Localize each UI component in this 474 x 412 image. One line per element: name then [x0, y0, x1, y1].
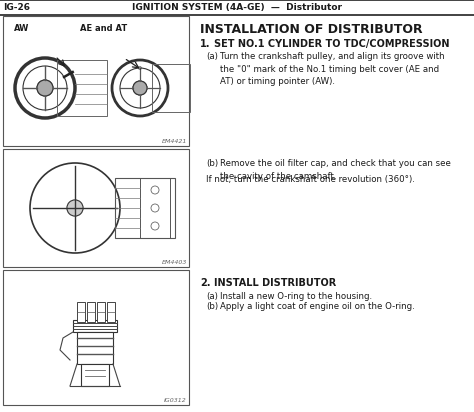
Text: Turn the crankshaft pulley, and align its groove with
the "0" mark of the No.1 t: Turn the crankshaft pulley, and align it…	[220, 52, 445, 86]
Text: (a): (a)	[206, 292, 218, 301]
Bar	[3, 16, 189, 146]
Text: (b): (b)	[206, 302, 218, 311]
Text: If not, turn the crankshaft one revolution (360°).: If not, turn the crankshaft one revoluti…	[206, 175, 415, 184]
Text: SET NO.1 CYLINDER TO TDC/COMPRESSION: SET NO.1 CYLINDER TO TDC/COMPRESSION	[214, 39, 449, 49]
Bar	[73, 320, 117, 332]
Text: (b): (b)	[206, 159, 218, 168]
Bar	[97, 302, 105, 322]
Bar	[77, 332, 113, 364]
Text: Remove the oil filter cap, and check that you can see
the cavity of the camshaft: Remove the oil filter cap, and check tha…	[220, 159, 451, 180]
Text: Apply a light coat of engine oil on the O-ring.: Apply a light coat of engine oil on the …	[220, 302, 415, 311]
Text: EM4421: EM4421	[162, 139, 187, 144]
Text: INSTALLATION OF DISTRIBUTOR: INSTALLATION OF DISTRIBUTOR	[200, 23, 423, 36]
Text: INSTALL DISTRIBUTOR: INSTALL DISTRIBUTOR	[214, 278, 336, 288]
Bar	[77, 302, 85, 322]
Text: EM4403: EM4403	[162, 260, 187, 265]
Bar	[115, 178, 175, 238]
Bar	[81, 364, 109, 386]
Text: Install a new O-ring to the housing.: Install a new O-ring to the housing.	[220, 292, 372, 301]
Text: 0: 0	[138, 66, 142, 70]
Circle shape	[67, 200, 83, 216]
Text: IG0312: IG0312	[164, 398, 187, 403]
Bar	[152, 64, 190, 112]
Text: 2.: 2.	[200, 278, 210, 288]
Bar	[107, 302, 115, 322]
Text: IG-26: IG-26	[3, 3, 30, 12]
Bar	[3, 149, 189, 267]
Bar	[140, 178, 170, 238]
Bar	[57, 60, 107, 116]
Text: (a): (a)	[206, 52, 218, 61]
Bar	[3, 270, 189, 405]
Text: 1.: 1.	[200, 39, 210, 49]
Text: AE and AT: AE and AT	[80, 24, 127, 33]
Text: AW: AW	[14, 24, 29, 33]
Bar	[87, 302, 95, 322]
Circle shape	[37, 80, 53, 96]
Circle shape	[133, 81, 147, 95]
Text: IGNITION SYSTEM (4A-GE)  —  Distributor: IGNITION SYSTEM (4A-GE) — Distributor	[132, 3, 342, 12]
